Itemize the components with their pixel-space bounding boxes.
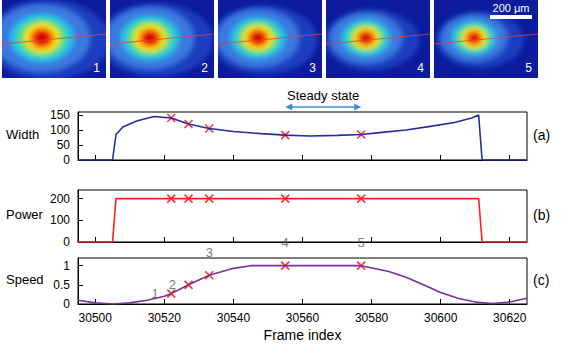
- svg-text:30500: 30500: [79, 311, 113, 325]
- svg-text:2: 2: [201, 61, 208, 75]
- svg-text:(c): (c): [533, 272, 549, 288]
- svg-text:5: 5: [525, 61, 532, 75]
- svg-text:3: 3: [206, 245, 213, 260]
- svg-text:30540: 30540: [217, 311, 251, 325]
- svg-text:30580: 30580: [355, 311, 389, 325]
- svg-text:2: 2: [169, 277, 176, 292]
- svg-text:3: 3: [309, 61, 316, 75]
- svg-text:0: 0: [63, 297, 70, 311]
- svg-text:1: 1: [151, 286, 159, 302]
- svg-text:200: 200: [50, 192, 70, 206]
- svg-text:1: 1: [63, 259, 70, 273]
- svg-text:30520: 30520: [148, 311, 182, 325]
- svg-text:30600: 30600: [424, 311, 458, 325]
- svg-text:150: 150: [50, 108, 70, 122]
- svg-text:Speed: Speed: [6, 272, 44, 287]
- svg-text:200 μm: 200 μm: [493, 2, 530, 14]
- svg-text:30560: 30560: [286, 311, 320, 325]
- svg-text:50: 50: [57, 138, 71, 152]
- svg-text:0: 0: [63, 153, 70, 167]
- svg-text:30620: 30620: [493, 311, 527, 325]
- svg-text:100: 100: [50, 123, 70, 137]
- svg-text:Frame index: Frame index: [264, 327, 342, 343]
- svg-text:5: 5: [358, 235, 365, 250]
- svg-text:(b): (b): [533, 207, 550, 223]
- svg-text:Steady state: Steady state: [287, 88, 359, 103]
- svg-text:(a): (a): [533, 127, 550, 143]
- svg-text:4: 4: [417, 61, 424, 75]
- svg-text:0.5: 0.5: [53, 278, 70, 292]
- svg-text:Width: Width: [6, 127, 39, 142]
- svg-text:4: 4: [282, 235, 289, 250]
- svg-text:Power: Power: [6, 207, 44, 222]
- svg-text:0: 0: [63, 235, 70, 249]
- svg-text:1: 1: [93, 61, 100, 75]
- svg-text:100: 100: [50, 213, 70, 227]
